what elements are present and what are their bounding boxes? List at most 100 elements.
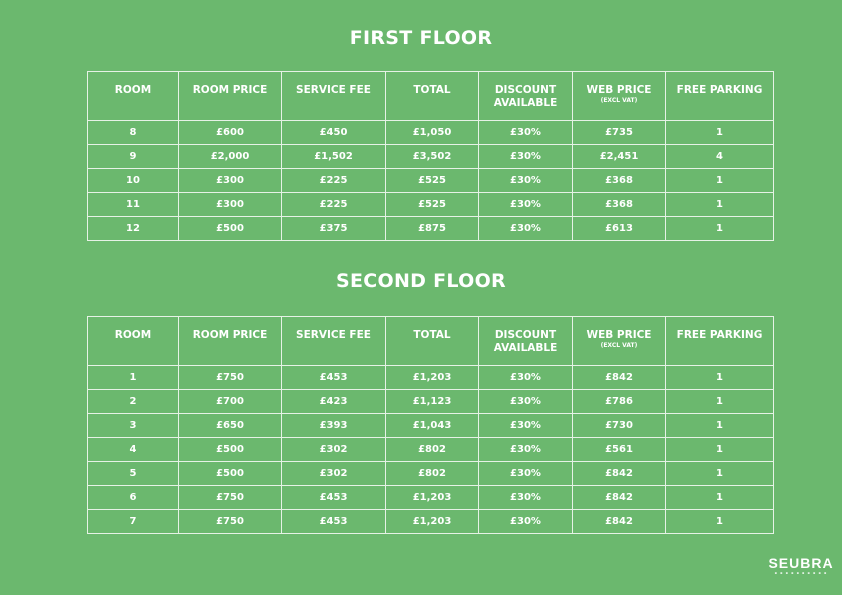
table-cell: £1,050	[385, 120, 479, 145]
table-cell: £368	[572, 192, 666, 217]
table-cell: £600	[178, 120, 282, 145]
column-header: TOTAL	[385, 71, 479, 121]
table-cell: £750	[178, 509, 282, 534]
table-cell: £500	[178, 461, 282, 486]
table-cell: £3,502	[385, 144, 479, 169]
table-cell: 11	[87, 192, 179, 217]
header-label: TOTAL	[413, 329, 451, 341]
table-row: 7 £750 £453 £1,203 £30% £842 1	[87, 509, 774, 534]
table-cell: £1,502	[281, 144, 386, 169]
column-header: ROOM PRICE	[178, 71, 282, 121]
table-cell: £1,203	[385, 509, 479, 534]
table-cell: £30%	[478, 461, 573, 486]
table-cell: £375	[281, 216, 386, 241]
column-header: FREE PARKING	[665, 71, 774, 121]
column-header: DISCOUNT AVAILABLE	[478, 71, 573, 121]
table-cell: £225	[281, 168, 386, 193]
table-cell: £300	[178, 168, 282, 193]
table-cell: £30%	[478, 144, 573, 169]
table-row: 9 £2,000 £1,502 £3,502 £30% £2,451 4	[87, 144, 774, 169]
table-cell: 1	[665, 389, 774, 414]
table-cell: £393	[281, 413, 386, 438]
table-cell: 1	[665, 216, 774, 241]
table-row: 4 £500 £302 £802 £30% £561 1	[87, 437, 774, 462]
table-cell: £842	[572, 485, 666, 510]
table-cell: £30%	[478, 413, 573, 438]
table-cell: £700	[178, 389, 282, 414]
header-row: ROOM ROOM PRICE SERVICE FEE TOTAL DISCOUNT A…	[87, 316, 774, 366]
table-cell: £1,123	[385, 389, 479, 414]
table-row: 1 £750 £453 £1,203 £30% £842 1	[87, 365, 774, 390]
header-label: ROOM	[114, 329, 152, 341]
table-cell: £750	[178, 485, 282, 510]
header-label: ROOM	[114, 84, 152, 96]
column-header: FREE PARKING	[665, 316, 774, 366]
table-cell: £842	[572, 509, 666, 534]
table-cell: £423	[281, 389, 386, 414]
table-cell: 12	[87, 216, 179, 241]
table-cell: £1,203	[385, 485, 479, 510]
table-cell: 4	[87, 437, 179, 462]
table-cell: £525	[385, 168, 479, 193]
header-sublabel: (EXCL VAT)	[600, 97, 638, 104]
header-label: WEB PRICE	[586, 329, 652, 341]
table-cell: 5	[87, 461, 179, 486]
column-header: SERVICE FEE	[281, 316, 386, 366]
header-label: WEB PRICE	[586, 84, 652, 96]
table-row: 8 £600 £450 £1,050 £30% £735 1	[87, 120, 774, 145]
table-cell: 9	[87, 144, 179, 169]
table-cell: £561	[572, 437, 666, 462]
table-cell: £30%	[478, 437, 573, 462]
header-label: TOTAL	[413, 84, 451, 96]
table-cell: £500	[178, 437, 282, 462]
table-cell: 1	[87, 365, 179, 390]
table-row: 6 £750 £453 £1,203 £30% £842 1	[87, 485, 774, 510]
table-cell: £1,043	[385, 413, 479, 438]
table-cell: £1,203	[385, 365, 479, 390]
table-row: 10 £300 £225 £525 £30% £368 1	[87, 168, 774, 193]
table-cell: £2,000	[178, 144, 282, 169]
table-cell: £300	[178, 192, 282, 217]
table-row: 12 £500 £375 £875 £30% £613 1	[87, 216, 774, 241]
table-cell: £786	[572, 389, 666, 414]
table-cell: £30%	[478, 389, 573, 414]
table-cell: 1	[665, 413, 774, 438]
column-header: SERVICE FEE	[281, 71, 386, 121]
table-cell: 10	[87, 168, 179, 193]
table-cell: 1	[665, 485, 774, 510]
header-label: ROOM PRICE	[192, 84, 268, 96]
table-cell: 4	[665, 144, 774, 169]
table-cell: 1	[665, 437, 774, 462]
column-header: WEB PRICE (EXCL VAT)	[572, 316, 666, 366]
second-floor-table: ROOM ROOM PRICE SERVICE FEE TOTAL DISCOUNT A…	[87, 316, 774, 534]
table-cell: 1	[665, 120, 774, 145]
second-floor-title: SECOND FLOOR	[336, 270, 506, 292]
table-cell: 8	[87, 120, 179, 145]
table-cell: £30%	[478, 485, 573, 510]
table-cell: 1	[665, 192, 774, 217]
table-row: 2 £700 £423 £1,123 £30% £786 1	[87, 389, 774, 414]
table-row: 5 £500 £302 £802 £30% £842 1	[87, 461, 774, 486]
seubra-logo: SEUBRA ▪ ▪ ▪ ▪ ▪ ▪ ▪ ▪ ▪ ▪	[765, 555, 837, 587]
header-label: FREE PARKING	[676, 329, 763, 341]
table-cell: 1	[665, 509, 774, 534]
table-cell: £453	[281, 509, 386, 534]
table-cell: £30%	[478, 509, 573, 534]
table-cell: £525	[385, 192, 479, 217]
header-label: DISCOUNT AVAILABLE	[493, 84, 558, 109]
table-cell: £453	[281, 485, 386, 510]
table-cell: £735	[572, 120, 666, 145]
table-cell: 6	[87, 485, 179, 510]
table-cell: £650	[178, 413, 282, 438]
table-cell: £368	[572, 168, 666, 193]
table-cell: £875	[385, 216, 479, 241]
table-cell: 2	[87, 389, 179, 414]
table-cell: 3	[87, 413, 179, 438]
header-label: FREE PARKING	[676, 84, 763, 96]
table-cell: £613	[572, 216, 666, 241]
column-header: ROOM	[87, 316, 179, 366]
table-cell: £842	[572, 461, 666, 486]
table-cell: £750	[178, 365, 282, 390]
table-cell: 1	[665, 461, 774, 486]
first-floor-table: ROOM ROOM PRICE SERVICE FEE TOTAL DISCOUNT A…	[87, 71, 774, 241]
